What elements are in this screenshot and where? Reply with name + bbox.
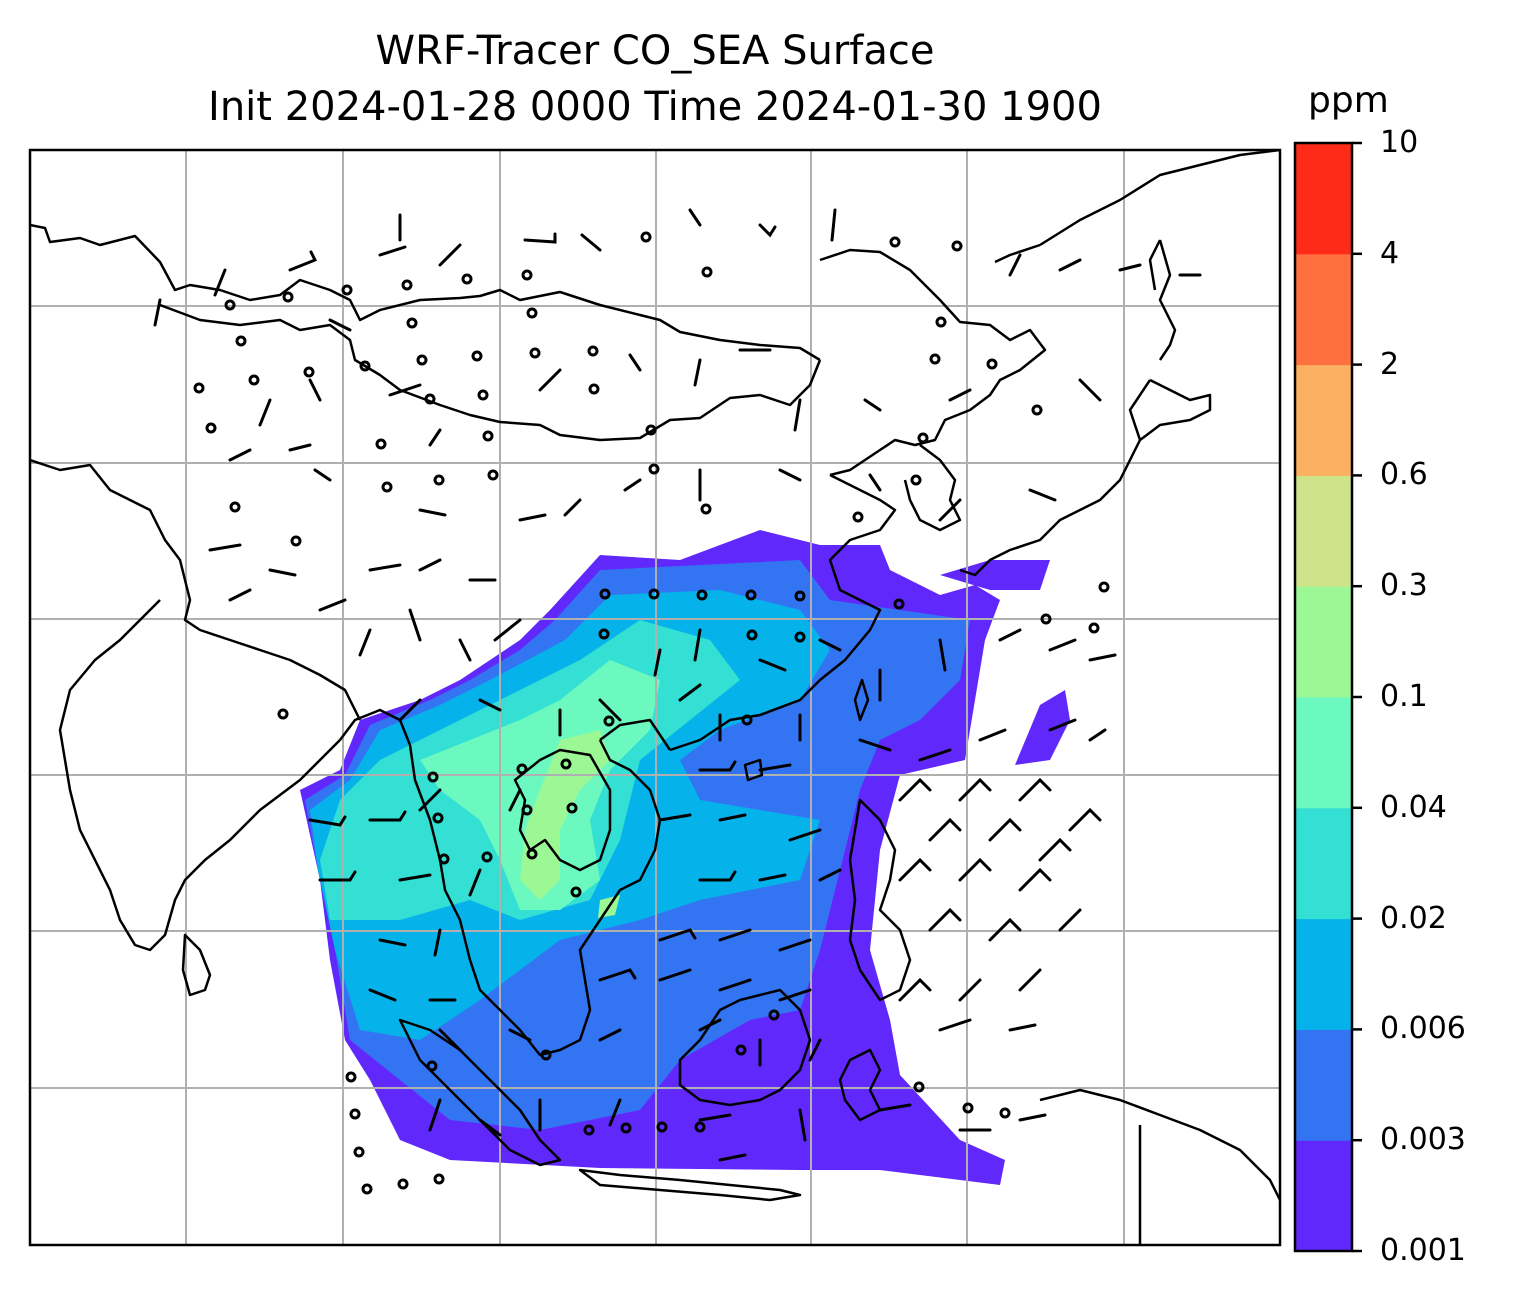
coastline-china-north <box>819 248 1047 477</box>
colorbar-segment <box>1295 475 1352 587</box>
map-area <box>30 150 1280 1245</box>
colorbar-tick-label: 0.02 <box>1380 900 1447 936</box>
coastline-java <box>578 1168 802 1202</box>
wind-barbs <box>153 208 1202 1162</box>
colorbar-tick-label: 10 <box>1380 125 1419 160</box>
coastline-china-east <box>669 473 897 752</box>
coastline-sakhalin <box>1148 239 1177 361</box>
plume-level-5 <box>420 660 660 910</box>
colorbar-tick-label: 0.04 <box>1380 789 1447 825</box>
calm-circles <box>193 231 1110 1195</box>
colorbar-segment <box>1295 253 1352 366</box>
chart-title-line1: WRF-Tracer CO_SEA Surface <box>375 28 935 74</box>
coastline-korea <box>903 444 962 532</box>
coastline-russia-east <box>994 150 1280 264</box>
coastline-asia-north <box>30 223 821 362</box>
coastline-taiwan <box>853 678 870 722</box>
colorbar-segment <box>1295 143 1352 255</box>
colorbar-segment <box>1295 586 1352 698</box>
colorbar-tick-label: 0.006 <box>1380 1011 1466 1047</box>
coastline-india <box>30 458 362 952</box>
coastline-japan <box>959 378 1212 577</box>
coastline-borneo <box>678 988 812 1107</box>
colorbar-frame <box>1293 141 1354 1253</box>
colorbar-tick-label: 0.3 <box>1380 568 1428 604</box>
coastline-bay-bengal-east <box>339 708 662 1057</box>
colorbar <box>1295 141 1362 1253</box>
colorbar-segment <box>1295 364 1352 476</box>
colorbar-segment <box>1295 1140 1352 1252</box>
plume-level-6 <box>520 730 610 900</box>
colorbar-tick-label: 0.1 <box>1380 679 1428 714</box>
coastline-indochina <box>513 718 672 872</box>
coastline-newguinea <box>1039 1088 1280 1245</box>
coastline-mongolia <box>159 303 822 442</box>
gridlines <box>30 150 1280 1245</box>
colorbar-tick-label: 0.003 <box>1380 1122 1466 1158</box>
map-frame <box>28 148 1282 1247</box>
colorbar-tick-label: 0.001 <box>1380 1233 1466 1268</box>
colorbar-tick-label: 4 <box>1380 235 1400 271</box>
colorbar-segment <box>1295 807 1352 920</box>
coastlines <box>30 150 1280 1245</box>
colorbar-tick-label: 0.6 <box>1380 457 1428 493</box>
colorbar-segment <box>1295 1029 1352 1141</box>
colorbar-segment <box>1295 918 1352 1030</box>
colorbar-tick-label: 2 <box>1380 346 1400 382</box>
coastline-philippines <box>848 798 912 1002</box>
chart-title-line2: Init 2024-01-28 0000 Time 2024-01-30 190… <box>208 84 1102 130</box>
colorbar-segment <box>1295 697 1352 809</box>
colorbar-unit: ppm <box>1308 80 1389 121</box>
plume-level-1-ne <box>940 560 1050 590</box>
plume-level-1-east <box>1015 690 1070 765</box>
coastline-hainan <box>743 758 764 782</box>
coastline-srilanka <box>181 933 212 997</box>
